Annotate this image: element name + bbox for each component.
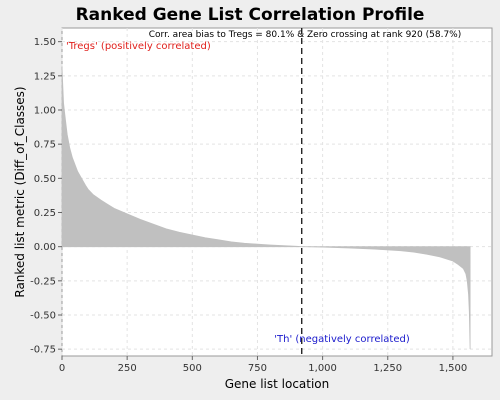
y-axis-label: Ranked list metric (Diff_of_Classes) (13, 86, 27, 297)
y-tick-label: 1.25 (34, 71, 56, 82)
negative-correlation-label: 'Th' (negatively correlated) (274, 334, 410, 345)
y-tick-label: 0.00 (34, 242, 56, 253)
x-tick-label: 1,500 (439, 363, 468, 374)
y-tick-label: 0.50 (34, 174, 56, 185)
x-axis-label: Gene list location (225, 377, 330, 391)
y-tick-label: 0.25 (34, 208, 56, 219)
y-tick-label: -0.50 (30, 311, 56, 322)
y-tick-label: 0.75 (34, 140, 56, 151)
x-tick-label: 1,250 (373, 363, 402, 374)
x-axis-ticks: 0 250 500 750 1,000 1,250 1,500 (59, 356, 467, 374)
x-tick-label: 1,000 (308, 363, 337, 374)
y-tick-label: 1.50 (34, 37, 56, 48)
y-tick-label: -0.75 (30, 345, 56, 356)
chart-title: Ranked Gene List Correlation Profile (76, 5, 425, 25)
profile-fill (61, 66, 471, 350)
profile-area (61, 66, 471, 350)
y-tick-label: -0.25 (30, 276, 56, 287)
annotation-top: Corr. area bias to Tregs = 80.1% & Zero … (149, 30, 461, 40)
plot-area (61, 27, 493, 357)
positive-correlation-label: 'Tregs' (positively correlated) (66, 41, 211, 52)
y-tick-label: 1.00 (34, 106, 56, 117)
x-tick-label: 0 (59, 363, 65, 374)
x-tick-label: 750 (248, 363, 267, 374)
x-tick-label: 500 (183, 363, 202, 374)
y-axis-ticks: 1.50 1.25 1.00 0.75 0.50 0.25 0.00 -0.25 -0.50 -0… (30, 37, 62, 356)
x-tick-label: 250 (118, 363, 137, 374)
grid-lines (61, 28, 492, 356)
